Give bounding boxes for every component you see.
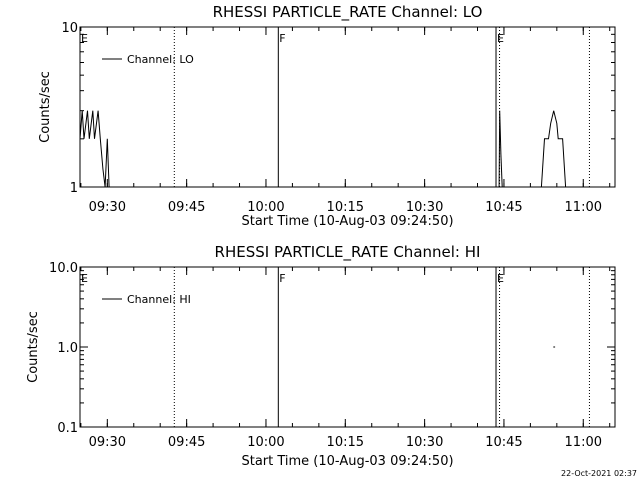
plot-frame [79,26,616,188]
x-tick-label: 09:30 [89,200,126,215]
x-tick-label: 10:15 [327,435,364,450]
event-marker-label: E [81,32,88,45]
x-tick-label: 11:00 [565,435,602,450]
legend-entry: Channel: LO [127,53,194,66]
y-tick-label: 1.0 [57,341,78,356]
x-axis-label: Start Time (10-Aug-03 09:24:50) [241,214,453,229]
x-tick-label: 10:45 [485,435,522,450]
event-marker-label: F [279,272,285,285]
x-tick-label: 11:00 [565,200,602,215]
x-tick-label: 10:00 [247,435,284,450]
x-tick-label: 09:45 [168,200,205,215]
legend-entry: Channel: HI [127,293,191,306]
plot-frame [79,266,616,428]
y-tick-label: 10 [61,21,78,36]
y-tick-label: 0.1 [57,421,78,436]
x-tick-label: 10:00 [247,200,284,215]
event-marker-label: E [81,272,88,285]
x-tick-label: 10:15 [327,200,364,215]
event-marker-label: E [497,32,504,45]
chart-title: RHESSI PARTICLE_RATE Channel: HI [215,243,481,262]
y-tick-label: 10.0 [49,261,78,276]
y-tick-label: 1 [70,181,78,196]
generation-timestamp: 22-Oct-2021 02:37 [561,469,637,478]
y-axis-label: Counts/sec [26,311,41,383]
x-tick-label: 10:30 [406,200,443,215]
x-axis-label: Start Time (10-Aug-03 09:24:50) [241,454,453,469]
x-tick-label: 10:30 [406,435,443,450]
chart-panel-2: RHESSI PARTICLE_RATE Channel: HI 09:30 09:… [26,243,616,469]
data-series-line [80,110,112,187]
event-marker-label: E [497,272,504,285]
data-series-line [540,110,567,187]
event-marker-label: F [279,32,285,45]
y-axis-label: Counts/sec [38,71,53,143]
x-tick-label: 10:45 [485,200,522,215]
chart-title: RHESSI PARTICLE_RATE Channel: LO [213,3,483,22]
x-tick-label: 09:45 [168,435,205,450]
chart-panel-1: RHESSI PARTICLE_RATE Channel: LO 09:30 09:… [38,3,616,229]
x-tick-label: 09:30 [89,435,126,450]
data-series-line [498,110,503,187]
